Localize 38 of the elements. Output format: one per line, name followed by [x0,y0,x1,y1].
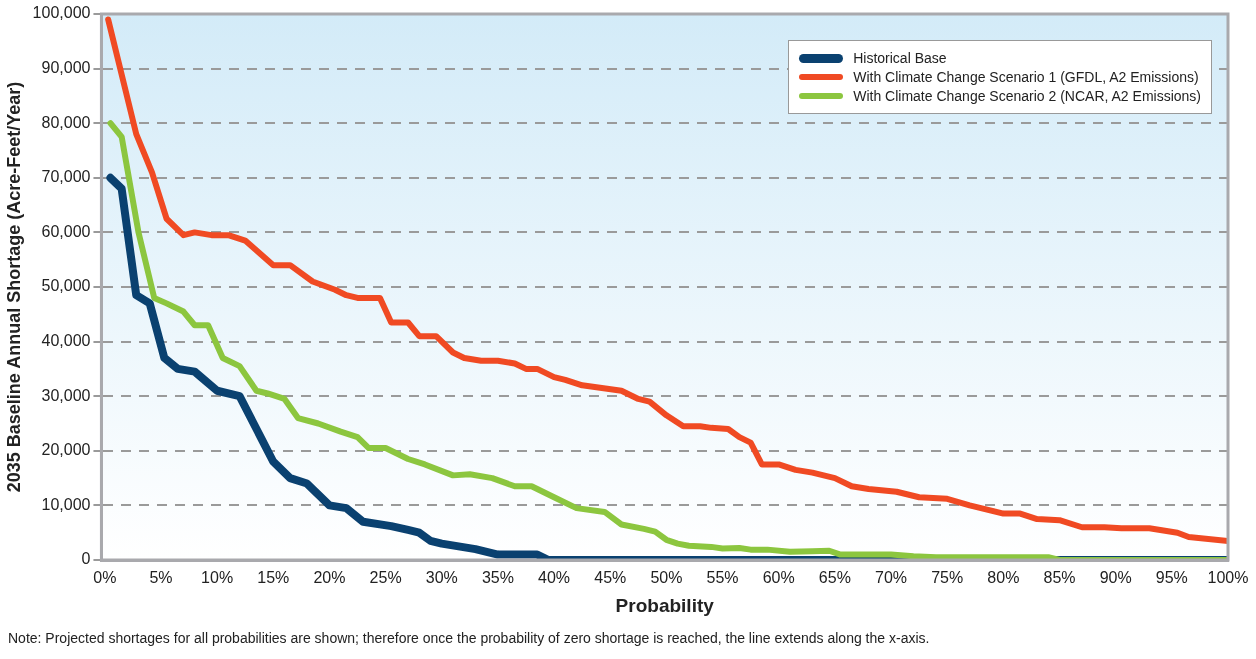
x-tick-label: 35% [481,569,514,587]
x-tick-label: 100% [1207,569,1249,587]
y-tick-label: 0 [81,550,91,568]
text: Note: Projected shortages for all probabilities are shown; therefore once the probability of zero shortage is reached, the line extends along the x-axis. [8,630,930,646]
legend-label: Historical Base [853,50,947,66]
x-tick-label: 85% [1043,569,1076,587]
x-tick-label: 60% [762,569,795,587]
y-tick-label: 60,000 [41,222,91,240]
x-tick-label: 45% [594,569,627,587]
x-tick-label: 5% [149,569,173,587]
y-tick-label: 80,000 [41,113,91,131]
legend-label: With Climate Change Scenario 2 (NCAR, A2 Emissions) [853,88,1201,104]
x-tick-label: 15% [257,569,290,587]
x-tick-label: 95% [1155,569,1188,587]
x-tick-label: 40% [538,569,571,587]
y-tick-label: 40,000 [41,332,91,350]
y-tick-label: 10,000 [41,495,91,513]
x-tick-label: 20% [313,569,346,587]
x-tick-label: 30% [425,569,458,587]
x-tick-label: 90% [1099,569,1132,587]
x-tick-label: 55% [706,569,739,587]
x-tick-label: 25% [369,569,402,587]
y-axis-title: 2035 Baseline Annual Shortage (Acre-Feet/Year) [3,81,24,493]
x-tick-label: 70% [875,569,908,587]
x-tick-label: 0% [93,569,117,587]
x-tick-label: 10% [201,569,234,587]
x-tick-label: 80% [987,569,1020,587]
x-tick-label: 65% [818,569,851,587]
y-tick-label: 70,000 [41,168,91,186]
x-axis-title: Probability [615,594,715,616]
y-tick-label: 90,000 [41,59,91,77]
y-tick-label: 20,000 [41,441,91,459]
x-tick-label: 50% [650,569,683,587]
y-tick-label: 30,000 [41,386,91,404]
y-tick-label: 100,000 [32,4,91,22]
x-tick-label: 75% [931,569,964,587]
legend-label: With Climate Change Scenario 1 (GFDL, A2 Emissions) [853,69,1199,85]
y-tick-label: 50,000 [41,277,91,295]
